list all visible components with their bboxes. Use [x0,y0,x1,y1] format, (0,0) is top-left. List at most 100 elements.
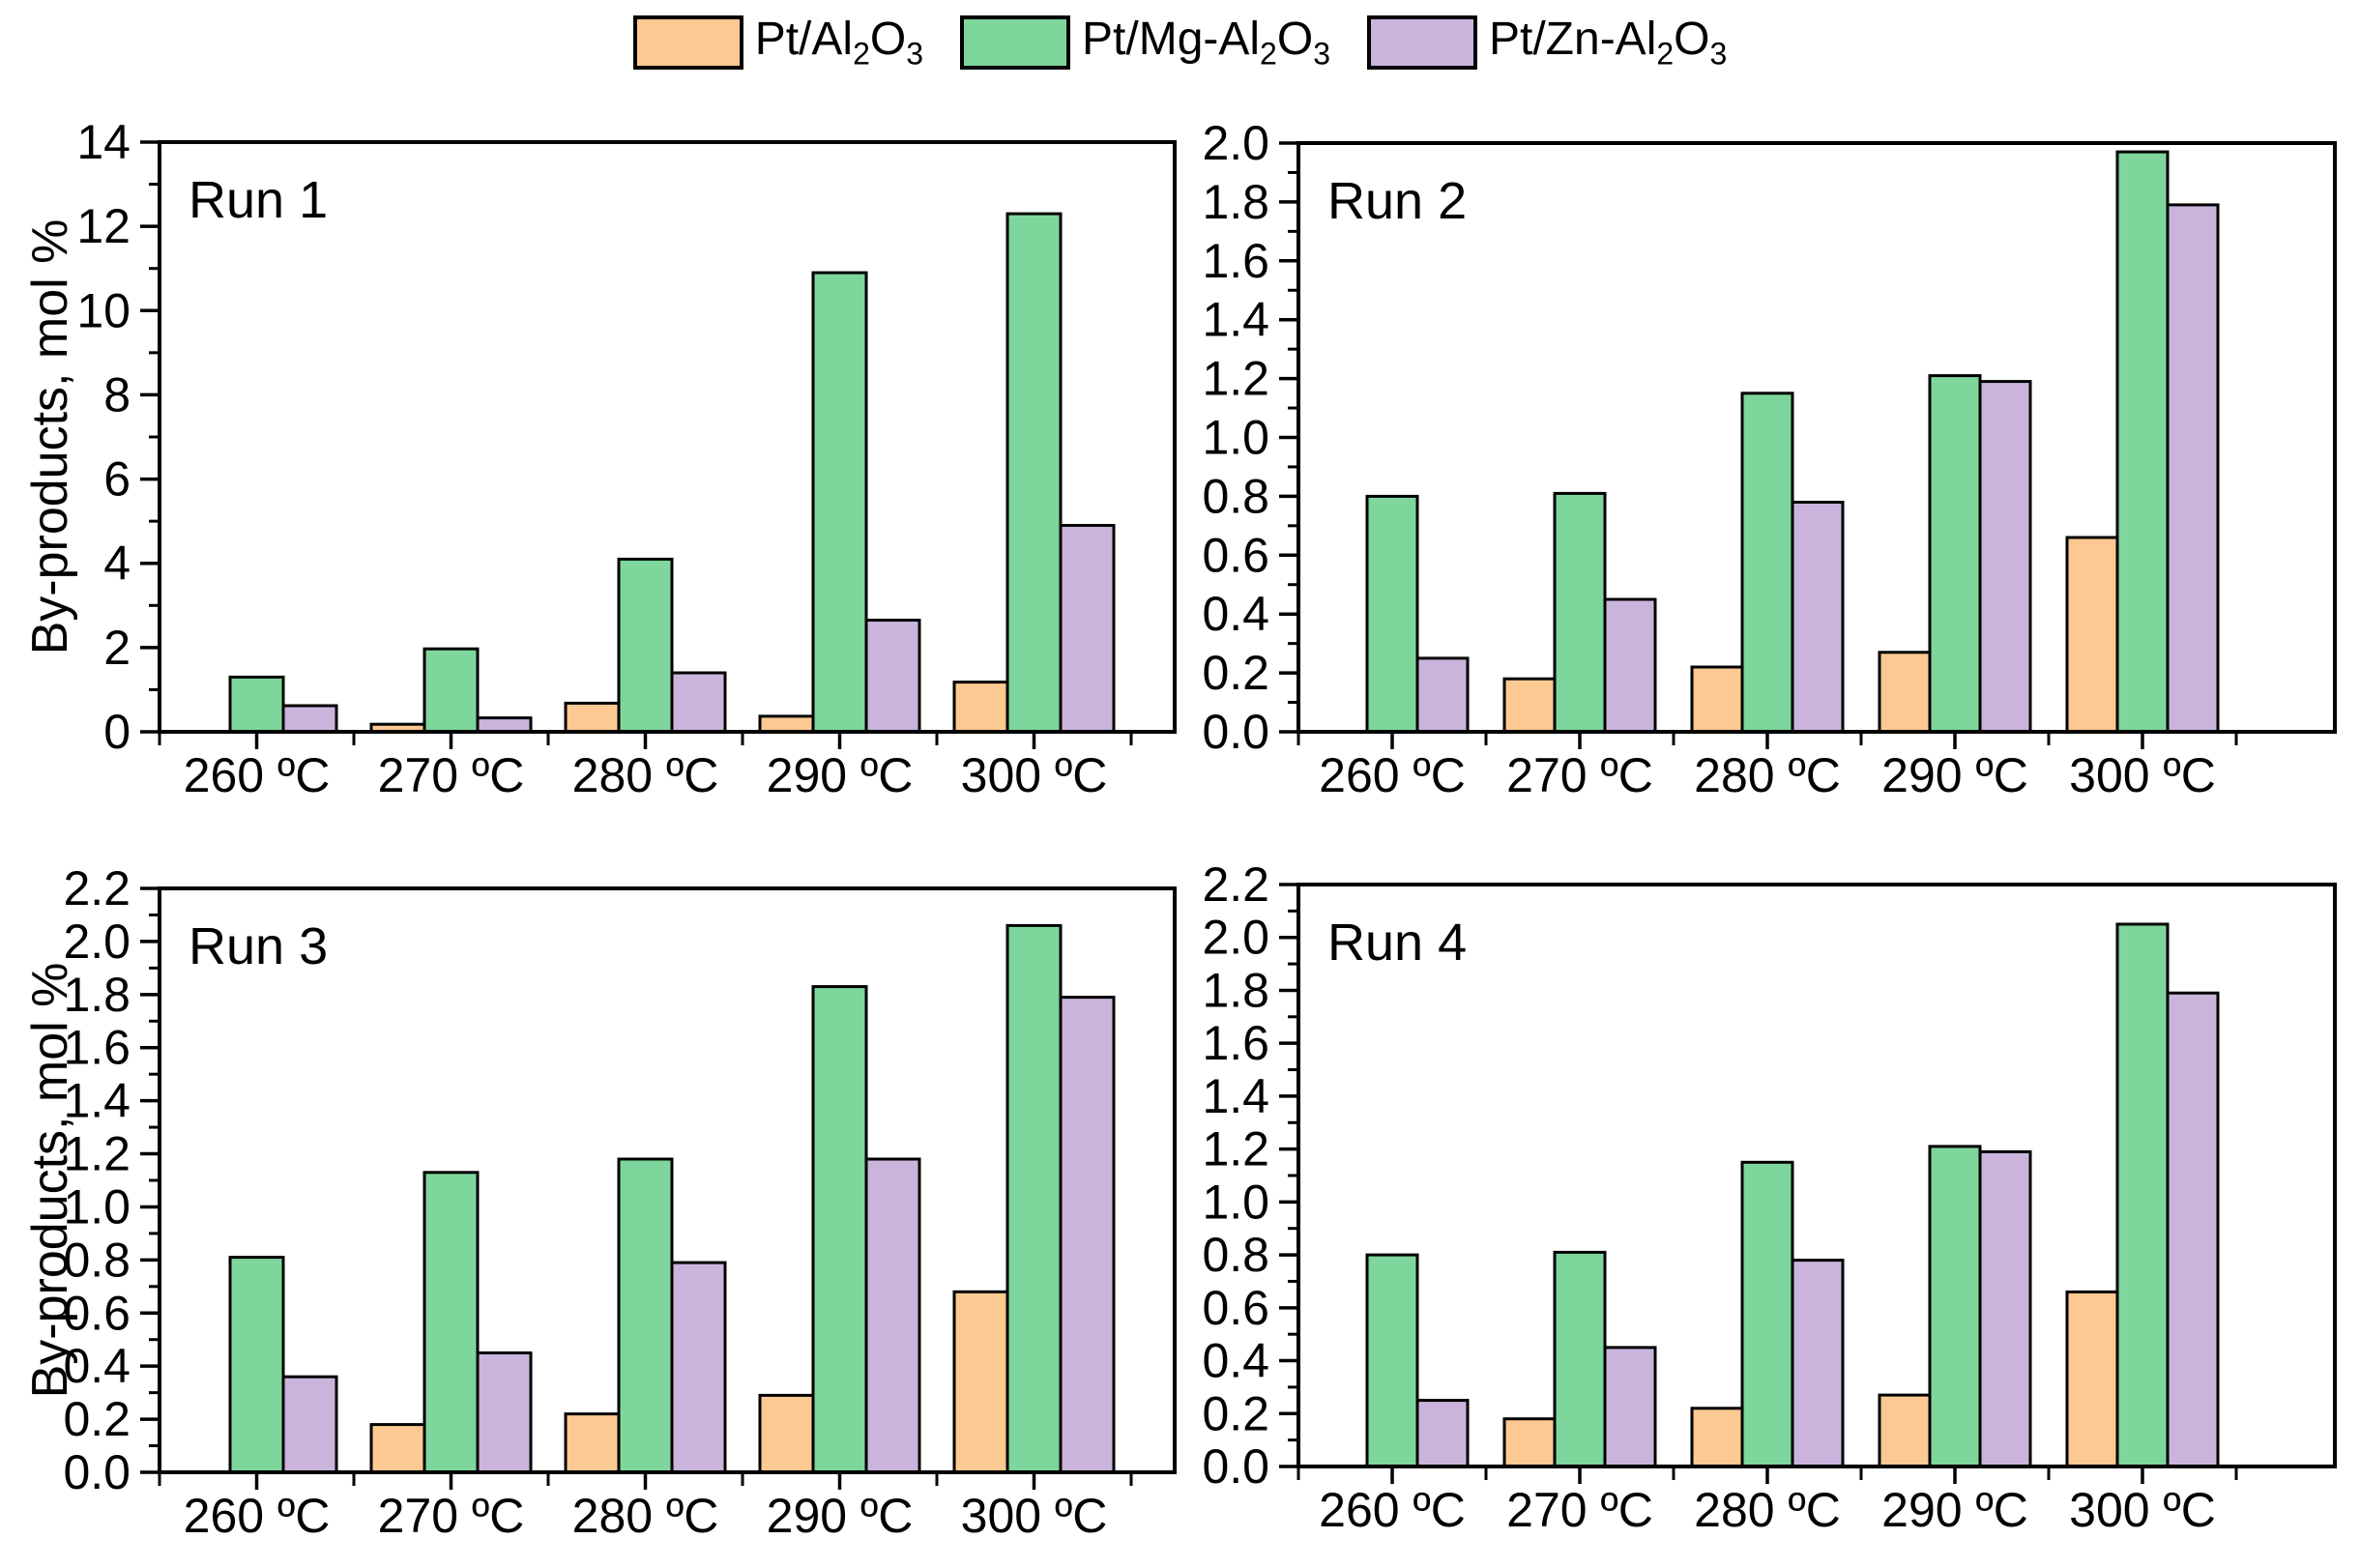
bar-run-1-290-c-pt-mg-al-2o-3 [811,271,868,734]
y-tick-label: 0.2 [1202,646,1269,700]
bar-run-2-270-c-pt-al-2o-3 [1502,677,1557,734]
x-tick-label: 290 ºC [767,1489,914,1543]
bar-run-1-280-c-pt-zn-al-2o-3 [670,671,727,734]
y-tick-label: 1.2 [1202,1122,1269,1176]
legend: Pt/Al2O3 Pt/Mg-Al2O3 Pt/Zn-Al2O3 [0,15,2360,70]
bar-run-1-290-c-pt-al-2o-3 [758,714,815,734]
bar-run-1-280-c-pt-al-2o-3 [564,701,621,734]
bar-run-1-300-c-pt-zn-al-2o-3 [1059,524,1116,734]
bar-run-3-300-c-pt-zn-al-2o-3 [1059,996,1116,1474]
legend-swatch-pt-zn-al-2o-3 [1366,15,1477,70]
x-tick-label: 270 ºC [1506,748,1653,802]
y-tick-label: 1.6 [1202,234,1269,288]
y-tick-label: 8 [103,367,131,421]
x-tick-label: 260 ºC [1319,748,1466,802]
bar-run-1-260-c-pt-mg-al-2o-3 [228,675,285,734]
bar-run-4-290-c-pt-mg-al-2o-3 [1928,1145,1982,1468]
bar-run-2-280-c-pt-mg-al-2o-3 [1740,392,1794,734]
x-tick-label: 280 ºC [572,748,719,802]
subplot-run-4: 0.00.20.40.60.81.01.21.41.61.82.02.2 260 … [1202,857,2337,1537]
y-tick-label: 0.4 [1202,587,1269,641]
bar-run-1-260-c-pt-zn-al-2o-3 [281,704,338,734]
y-tick-label: 1.6 [1202,1016,1269,1070]
y-tick-label: 1.0 [63,1179,131,1234]
bar-run-2-280-c-pt-al-2o-3 [1690,665,1744,734]
run-label-run-2: Run 2 [1327,172,1467,230]
subplot-run-1: 0 2 4 6 8 10 12 14 260 ºC 270 ºC 280 ºC 290 ºC 300 º… [76,115,1177,802]
bar-run-2-260-c-pt-mg-al-2o-3 [1365,494,1419,734]
x-tick-label: 300 ºC [961,748,1108,802]
y-tick-label: 6 [103,452,131,507]
bar-run-3-290-c-pt-al-2o-3 [758,1393,815,1474]
legend-item-pt-mg-al-2o-3: Pt/Mg-Al2O3 [960,15,1330,70]
bar-run-2-270-c-pt-zn-al-2o-3 [1603,597,1657,734]
y-tick-label: 0.6 [63,1286,131,1340]
bar-run-4-260-c-pt-mg-al-2o-3 [1365,1253,1419,1468]
y-tick-label: 0.0 [63,1445,131,1499]
bar-run-4-270-c-pt-al-2o-3 [1502,1417,1557,1468]
y-tick-label: 1.2 [63,1127,131,1181]
bar-run-1-270-c-pt-zn-al-2o-3 [476,716,533,734]
x-tick-label: 270 ºC [378,748,525,802]
bar-run-1-270-c-pt-mg-al-2o-3 [422,647,480,734]
y-tick-label: 2.2 [1202,857,1269,912]
y-tick-label: 1.0 [1202,1175,1269,1229]
bar-run-2-290-c-pt-mg-al-2o-3 [1928,374,1982,734]
bar-run-4-280-c-pt-al-2o-3 [1690,1407,1744,1468]
y-tick-label: 1.2 [1202,352,1269,406]
bar-run-4-300-c-pt-mg-al-2o-3 [2115,922,2170,1468]
y-tick-label: 0.8 [63,1233,131,1287]
subplot-run-2: 0.00.20.40.60.81.01.21.41.61.82.0 260 ºC 2… [1202,116,2337,802]
bar-run-4-260-c-pt-zn-al-2o-3 [1415,1399,1470,1468]
y-tick-label: 0.0 [1202,705,1269,759]
x-tick-label: 300 ºC [961,1489,1108,1543]
y-tick-label: 1.0 [1202,411,1269,465]
y-tick-label: 4 [103,537,131,591]
y-tick-label: 0.8 [1202,469,1269,523]
y-tick-label: 1.4 [63,1074,131,1128]
y-tick-label: 0.0 [1202,1439,1269,1494]
bar-run-2-290-c-pt-al-2o-3 [1878,651,1932,734]
x-tick-label: 290 ºC [767,748,914,802]
y-tick-label: 1.4 [1202,293,1269,347]
x-tick-label: 260 ºC [184,1489,331,1543]
bar-run-2-300-c-pt-al-2o-3 [2065,536,2119,734]
bar-run-1-300-c-pt-mg-al-2o-3 [1005,212,1063,734]
legend-item-pt-al-2o-3: Pt/Al2O3 [632,15,923,70]
y-tick-label: 0.6 [1202,1281,1269,1335]
subplot-run-3: 0.00.20.40.60.81.01.21.41.61.82.02.2 260 … [63,861,1177,1543]
bar-run-3-280-c-pt-al-2o-3 [564,1412,621,1474]
y-tick-label: 2.0 [1202,116,1269,170]
y-tick-label: 2.0 [63,915,131,969]
x-tick-label: 270 ºC [1506,1483,1653,1537]
y-tick-label: 1.8 [63,968,131,1022]
legend-label: Pt/Mg-Al2O3 [1082,13,1330,72]
y-tick-label: 0.8 [1202,1228,1269,1282]
bar-run-4-290-c-pt-al-2o-3 [1878,1393,1932,1468]
bar-run-4-300-c-pt-al-2o-3 [2065,1290,2119,1468]
x-tick-label: 280 ºC [1694,748,1841,802]
bar-run-3-300-c-pt-al-2o-3 [952,1290,1009,1474]
bar-run-3-290-c-pt-zn-al-2o-3 [864,1157,921,1474]
bar-run-3-260-c-pt-zn-al-2o-3 [281,1375,338,1474]
bar-run-4-270-c-pt-mg-al-2o-3 [1553,1250,1607,1468]
bar-run-4-280-c-pt-mg-al-2o-3 [1740,1160,1794,1468]
y-tick-label: 2.2 [63,861,131,915]
y-tick-label: 12 [76,199,131,253]
bar-run-3-270-c-pt-al-2o-3 [369,1423,426,1474]
bar-run-2-280-c-pt-zn-al-2o-3 [1791,501,1845,734]
bar-run-4-290-c-pt-zn-al-2o-3 [1978,1149,2032,1468]
y-tick-label: 0.4 [1202,1334,1269,1388]
bar-run-3-260-c-pt-mg-al-2o-3 [228,1256,285,1474]
bar-run-2-290-c-pt-zn-al-2o-3 [1978,380,2032,734]
y-tick-label: 1.8 [1202,963,1269,1017]
legend-swatch-pt-mg-al-2o-3 [960,15,1071,70]
y-tick-label: 2 [103,621,131,675]
bar-run-2-270-c-pt-mg-al-2o-3 [1553,491,1607,734]
x-tick-label: 280 ºC [1694,1483,1841,1537]
bar-run-3-280-c-pt-zn-al-2o-3 [670,1261,727,1474]
bar-run-3-280-c-pt-mg-al-2o-3 [617,1157,674,1474]
y-tick-label: 1.4 [1202,1069,1269,1123]
